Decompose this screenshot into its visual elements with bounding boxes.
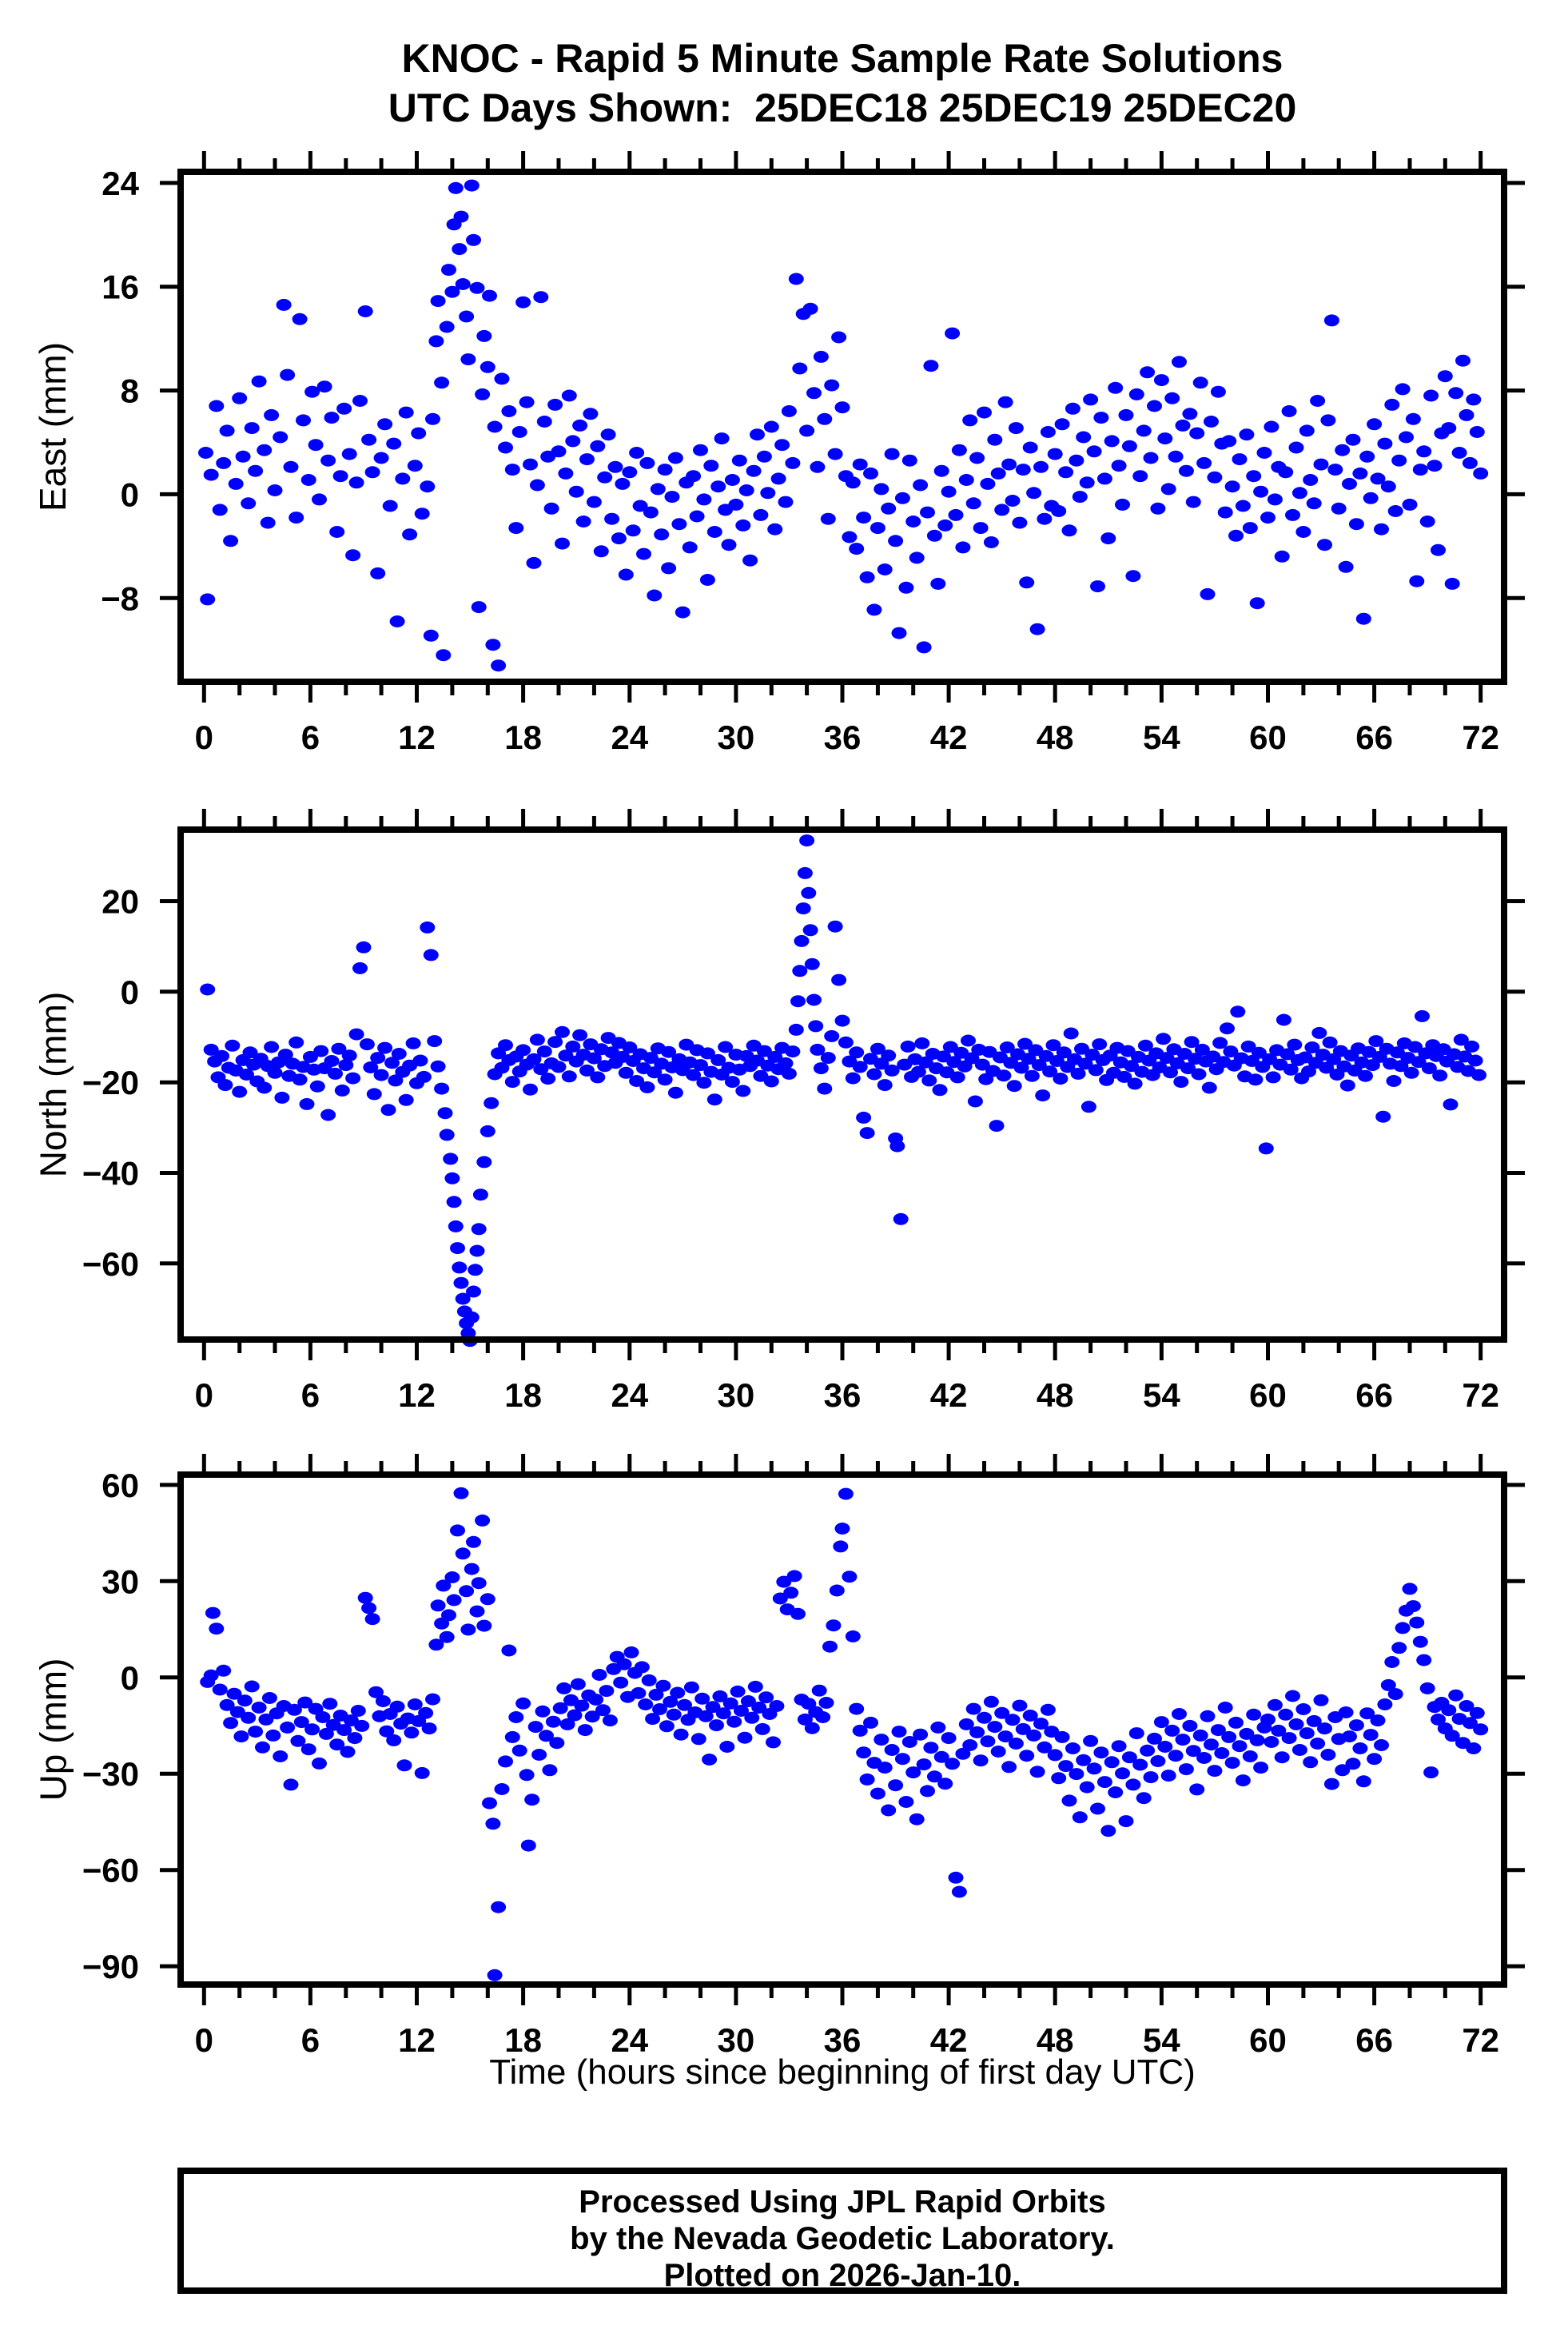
svg-text:36: 36 <box>824 2021 862 2059</box>
svg-text:24: 24 <box>611 719 648 756</box>
panel-up-scatter: 0 6 12 18 24 30 36 42 48 54 60 66 72 −90 −60 −30 0 30 60 <box>82 1454 1525 2059</box>
svg-text:54: 54 <box>1143 2021 1180 2059</box>
up-axis-title: Up (mm) <box>14 1471 91 1988</box>
svg-text:−60: −60 <box>82 1245 139 1283</box>
svg-text:42: 42 <box>930 1376 968 1414</box>
scatter-points <box>200 1487 1489 1981</box>
svg-text:6: 6 <box>301 719 320 756</box>
north-axis-title-text: North (mm) <box>32 991 74 1178</box>
x-tick-labels: 0 6 12 18 24 30 36 42 48 54 60 66 72 <box>195 2021 1499 2059</box>
svg-text:30: 30 <box>718 2021 755 2059</box>
svg-text:12: 12 <box>398 2021 436 2059</box>
svg-text:42: 42 <box>930 2021 968 2059</box>
svg-text:12: 12 <box>398 719 436 756</box>
svg-text:24: 24 <box>101 165 139 202</box>
svg-text:−60: −60 <box>82 1852 139 1889</box>
svg-text:30: 30 <box>718 719 755 756</box>
footer-line-1: Processed Using JPL Rapid Orbits <box>579 2184 1106 2220</box>
x-axis-title: Time (hours since beginning of first day… <box>489 2052 1196 2092</box>
svg-text:18: 18 <box>504 719 542 756</box>
svg-text:12: 12 <box>398 1376 436 1414</box>
footer-line-2: by the Nevada Geodetic Laboratory. <box>570 2221 1115 2256</box>
svg-text:0: 0 <box>195 1376 213 1414</box>
svg-text:0: 0 <box>121 1659 139 1697</box>
svg-text:60: 60 <box>1249 2021 1287 2059</box>
svg-text:−30: −30 <box>82 1755 139 1793</box>
svg-text:−40: −40 <box>82 1155 139 1192</box>
svg-text:36: 36 <box>824 1376 862 1414</box>
svg-text:0: 0 <box>121 973 139 1011</box>
svg-text:66: 66 <box>1355 2021 1393 2059</box>
svg-text:72: 72 <box>1462 719 1499 756</box>
x-ticks <box>201 151 1483 703</box>
east-axis-title: East (mm) <box>14 169 91 685</box>
svg-text:48: 48 <box>1037 1376 1074 1414</box>
y-tick-labels: −90 −60 −30 0 30 60 <box>82 1467 139 1985</box>
svg-text:24: 24 <box>611 2021 648 2059</box>
svg-text:20: 20 <box>101 883 139 921</box>
y-ticks <box>160 1483 1525 1969</box>
svg-text:36: 36 <box>824 719 862 756</box>
svg-text:0: 0 <box>195 719 213 756</box>
x-tick-labels: 0 6 12 18 24 30 36 42 48 54 60 66 72 <box>195 1376 1499 1414</box>
svg-text:60: 60 <box>1249 1376 1287 1414</box>
svg-text:30: 30 <box>718 1376 755 1414</box>
svg-text:24: 24 <box>611 1376 648 1414</box>
scatter-points <box>198 179 1489 672</box>
y-tick-labels: −60 −40 −20 0 20 <box>82 883 139 1283</box>
scatter-points <box>200 834 1486 1348</box>
svg-text:6: 6 <box>301 1376 320 1414</box>
svg-text:0: 0 <box>121 476 139 513</box>
svg-text:48: 48 <box>1037 719 1074 756</box>
svg-text:54: 54 <box>1143 1376 1180 1414</box>
chart-title: KNOC - Rapid 5 Minute Sample Rate Soluti… <box>401 36 1283 81</box>
north-axis-title: North (mm) <box>14 826 91 1343</box>
svg-text:54: 54 <box>1143 719 1180 756</box>
svg-text:−20: −20 <box>82 1064 139 1101</box>
east-axis-title-text: East (mm) <box>32 341 74 512</box>
svg-text:0: 0 <box>195 2021 213 2059</box>
svg-text:−90: −90 <box>82 1948 139 1985</box>
x-tick-labels: 0 6 12 18 24 30 36 42 48 54 60 66 72 <box>195 719 1499 756</box>
y-ticks <box>160 899 1525 1266</box>
y-ticks <box>160 181 1525 600</box>
svg-text:60: 60 <box>101 1467 139 1504</box>
svg-text:48: 48 <box>1037 2021 1074 2059</box>
svg-text:18: 18 <box>504 2021 542 2059</box>
plot-frame <box>177 169 1507 685</box>
x-ticks <box>201 809 1483 1360</box>
svg-text:18: 18 <box>504 1376 542 1414</box>
y-tick-labels: −8 0 8 16 24 <box>101 165 140 617</box>
svg-text:72: 72 <box>1462 1376 1499 1414</box>
footer-line-3: Plotted on 2026-Jan-10. <box>663 2258 1021 2293</box>
panel-north-scatter: 0 6 12 18 24 30 36 42 48 54 60 66 72 −60 −40 −20 0 20 <box>82 809 1525 1414</box>
svg-text:42: 42 <box>930 719 968 756</box>
svg-text:8: 8 <box>121 372 139 410</box>
svg-text:30: 30 <box>101 1563 139 1600</box>
plot-frame <box>177 1471 1507 1988</box>
panel-east-scatter: 0 6 12 18 24 30 36 42 48 54 60 66 72 −8 0 8 16 24 <box>101 151 1525 756</box>
chart-subtitle: UTC Days Shown: 25DEC18 25DEC19 25DEC20 <box>388 86 1297 130</box>
svg-text:66: 66 <box>1355 719 1393 756</box>
footer-box: Processed Using JPL Rapid Orbits by the … <box>177 2168 1507 2294</box>
svg-text:−8: −8 <box>101 579 139 617</box>
up-axis-title-text: Up (mm) <box>32 1658 74 1802</box>
title-block: KNOC - Rapid 5 Minute Sample Rate Soluti… <box>177 34 1507 133</box>
x-ticks <box>201 1454 1483 2005</box>
svg-text:72: 72 <box>1462 2021 1499 2059</box>
plot-frame <box>177 826 1507 1343</box>
svg-text:66: 66 <box>1355 1376 1393 1414</box>
svg-text:16: 16 <box>101 269 139 306</box>
svg-text:60: 60 <box>1249 719 1287 756</box>
svg-text:6: 6 <box>301 2021 320 2059</box>
